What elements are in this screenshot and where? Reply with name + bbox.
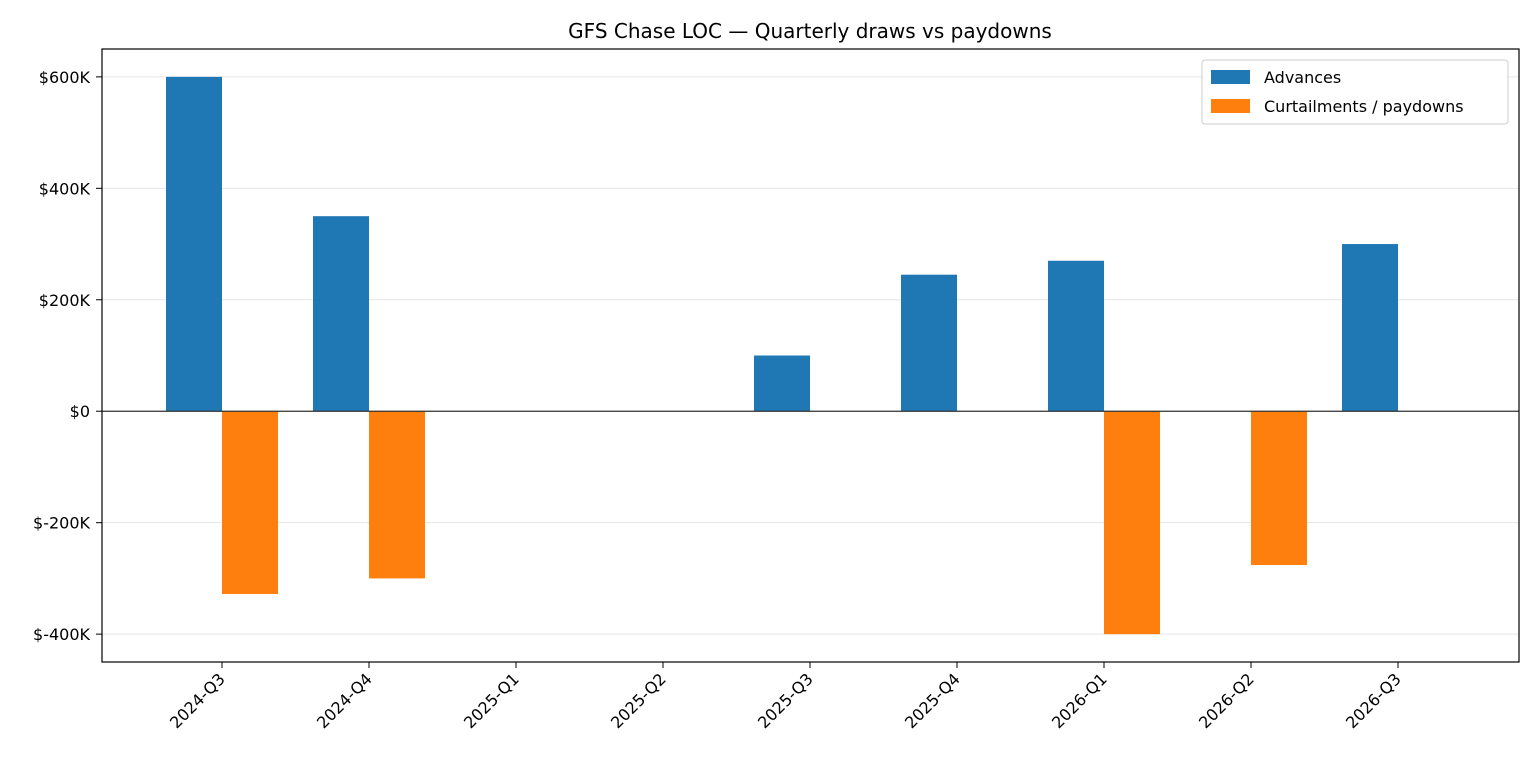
legend-box (1201, 59, 1509, 125)
x-tick-label: 2026-Q2 (1195, 669, 1258, 732)
bar-advances (901, 274, 957, 412)
legend-label: Curtailments / paydowns (1264, 97, 1464, 116)
x-tick-label: 2026-Q3 (1342, 669, 1405, 732)
x-tick-label: 2024-Q4 (313, 669, 376, 732)
bars (166, 76, 1398, 635)
legend-swatch (1211, 70, 1250, 84)
y-tick-label: $0 (70, 402, 90, 421)
legend-label: Advances (1264, 68, 1341, 87)
y-tick-label: $400K (39, 179, 91, 198)
bar-curtailments (222, 411, 278, 595)
bar-advances (1342, 244, 1398, 412)
bar-advances (313, 216, 369, 412)
bar-curtailments (1104, 411, 1160, 635)
bar-advances (166, 76, 222, 412)
bar-advances (754, 355, 810, 412)
y-tick-label: $-400K (33, 625, 90, 644)
bar-curtailments (1251, 411, 1307, 566)
y-tick-label: $600K (39, 68, 91, 87)
legend-swatch (1211, 99, 1250, 113)
x-tick-label: 2024-Q3 (166, 669, 229, 732)
bar-advances (1048, 260, 1104, 412)
x-tick-label: 2025-Q2 (607, 669, 670, 732)
x-tick-label: 2026-Q1 (1048, 669, 1111, 732)
y-tick-label: $200K (39, 291, 91, 310)
x-tick-label: 2025-Q3 (754, 669, 817, 732)
legend: Advances Curtailments / paydowns (1201, 59, 1509, 125)
chart-title: GFS Chase LOC — Quarterly draws vs paydo… (568, 19, 1052, 43)
y-tick-label: $-200K (33, 514, 90, 533)
bar-curtailments (369, 411, 425, 579)
x-tick-label: 2025-Q1 (460, 669, 523, 732)
x-tick-label: 2025-Q4 (901, 669, 964, 732)
